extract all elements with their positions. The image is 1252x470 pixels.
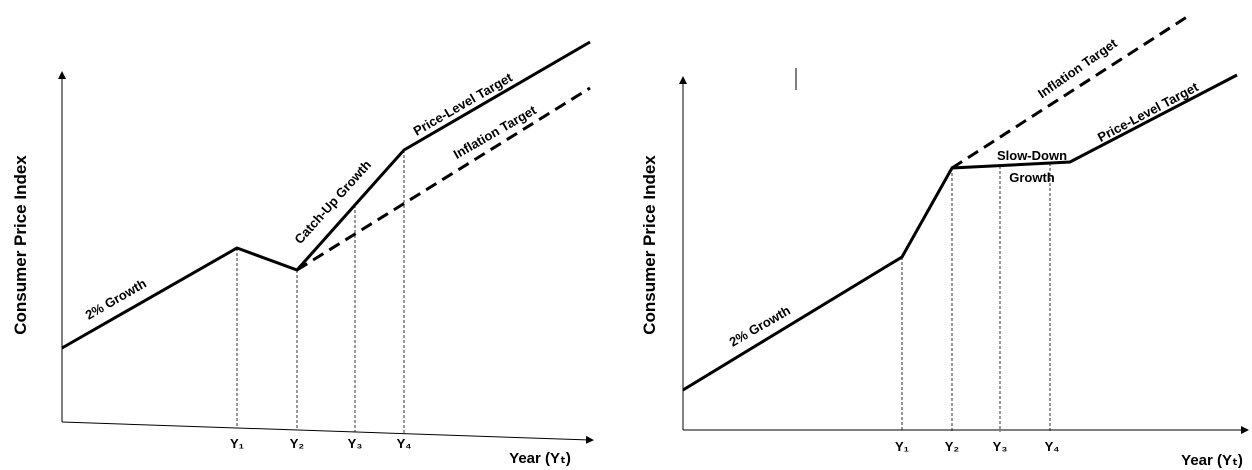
x-label: Year (Yₜ) — [1181, 452, 1243, 469]
x-tick: Y₄ — [1045, 439, 1060, 454]
line-label: Catch-Up Growth — [291, 157, 374, 247]
price-level-path — [682, 73, 1238, 392]
line-label: 2% Growth — [83, 276, 149, 323]
inflation-path — [296, 86, 591, 272]
line-label: Slow-Down — [997, 148, 1067, 163]
price-level-path — [61, 40, 591, 350]
x-tick: Y₃ — [993, 439, 1008, 454]
right-panel: Consumer Price Index Year (Yₜ) Y₁ Y₂ Y₃ … — [640, 13, 1249, 469]
line-label: Growth — [1009, 170, 1055, 185]
x-tick: Y₃ — [348, 436, 363, 451]
x-tick: Y₁ — [895, 439, 909, 454]
inflation-path — [951, 13, 1191, 170]
y-label: Consumer Price Index — [640, 155, 659, 335]
x-axis — [61, 421, 594, 444]
x-tick: Y₂ — [945, 439, 960, 454]
x-tick: Y₄ — [397, 436, 412, 451]
line-label: Price-Level Target — [1095, 79, 1201, 145]
x-tick: Y₂ — [290, 436, 305, 451]
left-panel: Consumer Price Index Year (Yₜ) Y₁ Y₂ Y₃ … — [11, 40, 594, 467]
line-label: Inflation Target — [1035, 35, 1120, 101]
x-label: Year (Yₜ) — [509, 450, 571, 467]
y-label: Consumer Price Index — [11, 155, 30, 335]
x-tick: Y₁ — [230, 436, 244, 451]
